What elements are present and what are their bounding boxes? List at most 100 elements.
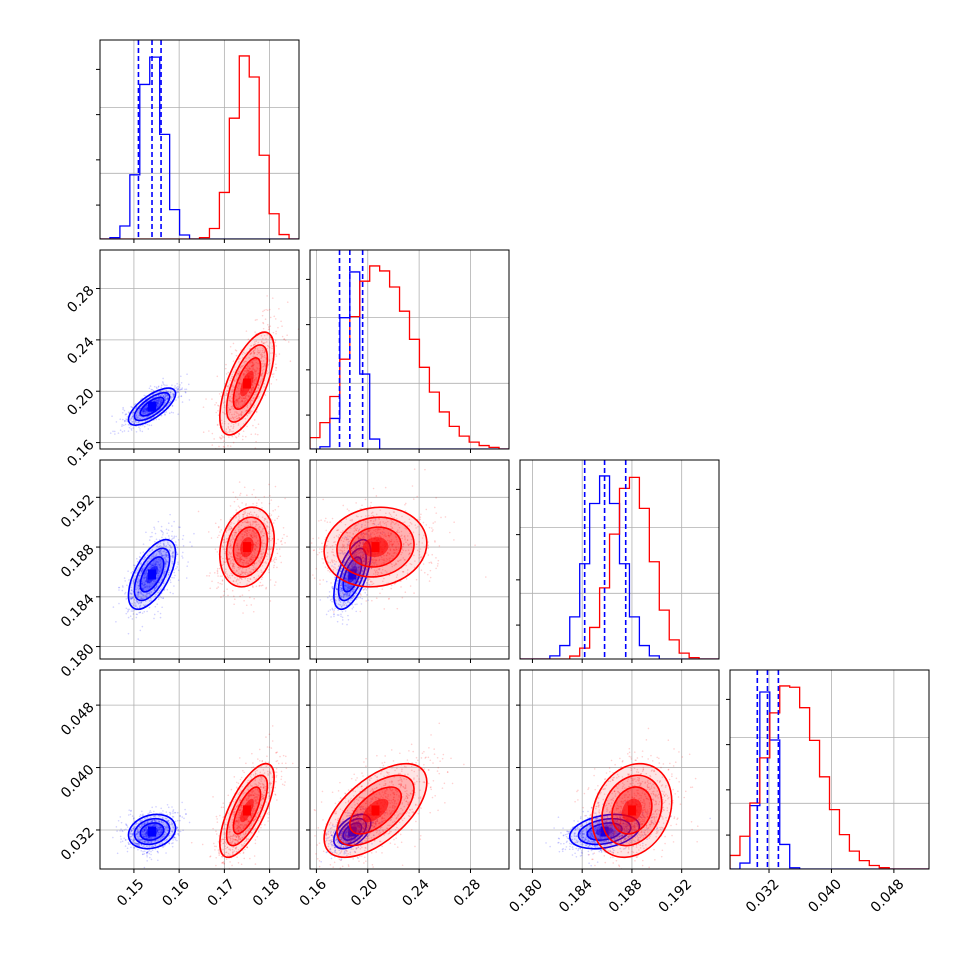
- scatter-point: [143, 410, 145, 413]
- scatter-point: [228, 558, 231, 561]
- scatter-point: [247, 338, 250, 341]
- scatter-point: [141, 569, 143, 572]
- scatter-point: [130, 425, 132, 427]
- scatter-point: [246, 369, 249, 372]
- scatter-point: [169, 549, 172, 552]
- scatter-point: [143, 407, 146, 410]
- scatter-point: [248, 367, 251, 369]
- scatter-point: [233, 522, 235, 525]
- density-peak-series-0: [148, 569, 157, 580]
- scatter-point: [286, 301, 289, 303]
- scatter-point: [230, 425, 232, 427]
- scatter-point: [148, 586, 151, 588]
- scatter-point: [246, 371, 249, 373]
- scatter-point: [260, 353, 263, 355]
- scatter-point: [211, 398, 213, 400]
- scatter-point: [229, 345, 232, 348]
- panel-plot-area: [520, 460, 719, 659]
- scatter-point: [144, 410, 147, 412]
- scatter-point: [237, 385, 240, 387]
- y-tick-label-0: 0.180: [58, 641, 98, 681]
- scatter-point: [260, 535, 263, 538]
- scatter-point: [242, 536, 244, 539]
- scatter-point: [131, 597, 133, 600]
- scatter-point: [171, 576, 173, 579]
- scatter-point: [235, 398, 238, 401]
- scatter-point: [253, 566, 255, 569]
- scatter-point: [165, 398, 168, 400]
- panel-plot-area: [310, 460, 509, 659]
- scatter-point: [157, 569, 160, 571]
- scatter-point: [161, 555, 164, 558]
- scatter-point: [251, 361, 253, 364]
- scatter-point: [242, 564, 245, 566]
- scatter-point: [173, 520, 175, 523]
- scatter-point: [320, 550, 323, 553]
- scatter-point: [174, 541, 177, 543]
- scatter-point: [189, 541, 191, 543]
- scatter-point: [221, 580, 224, 582]
- scatter-point: [237, 558, 239, 560]
- scatter-point: [347, 619, 350, 621]
- scatter-point: [197, 510, 200, 513]
- scatter-point: [260, 357, 262, 360]
- scatter-point: [159, 402, 162, 405]
- scatter-point: [234, 533, 236, 536]
- scatter-point: [250, 387, 253, 389]
- scatter-point: [147, 428, 150, 430]
- scatter-point: [219, 437, 222, 439]
- scatter-point: [146, 586, 149, 589]
- scatter-point: [211, 580, 213, 583]
- scatter-point: [228, 524, 231, 527]
- scatter-point: [140, 597, 143, 600]
- scatter-point: [133, 420, 135, 423]
- scatter-point: [253, 554, 256, 557]
- scatter-point: [245, 409, 247, 412]
- scatter-point: [257, 386, 259, 389]
- scatter-point: [234, 517, 237, 519]
- scatter-point: [216, 423, 219, 426]
- scatter-point: [238, 517, 241, 519]
- scatter-point: [142, 408, 144, 411]
- scatter-point: [289, 360, 292, 363]
- scatter-point: [164, 414, 166, 416]
- scatter-point: [237, 520, 239, 523]
- scatter-point: [158, 550, 160, 553]
- scatter-point: [268, 546, 271, 548]
- scatter-point: [232, 536, 234, 539]
- scatter-point: [275, 369, 277, 372]
- scatter-point: [155, 545, 158, 548]
- scatter-point: [153, 555, 155, 557]
- scatter-point: [165, 559, 167, 561]
- scatter-point: [243, 559, 246, 562]
- scatter-point: [150, 591, 153, 593]
- scatter-point: [163, 544, 165, 547]
- scatter-point: [177, 538, 180, 541]
- scatter-point: [165, 389, 167, 391]
- scatter-point: [249, 558, 251, 560]
- scatter-point: [362, 589, 365, 591]
- scatter-point: [134, 421, 136, 424]
- scatter-point: [222, 445, 225, 448]
- scatter-point: [232, 388, 234, 391]
- scatter-point: [247, 412, 250, 414]
- scatter-point: [245, 561, 248, 564]
- scatter-point: [158, 564, 161, 567]
- scatter-point: [228, 431, 231, 433]
- scatter-point: [234, 553, 236, 555]
- scatter-point: [143, 574, 146, 577]
- y-tick-label-3: 0.28: [64, 283, 97, 316]
- scatter-point: [242, 351, 245, 354]
- scatter-point: [246, 368, 248, 370]
- scatter-point: [129, 597, 132, 600]
- scatter-point: [144, 586, 146, 588]
- scatter-point: [154, 532, 157, 535]
- scatter-point: [257, 368, 259, 370]
- scatter-point: [155, 585, 158, 587]
- scatter-point: [132, 579, 134, 582]
- scatter-point: [274, 339, 277, 342]
- scatter-point: [149, 563, 152, 566]
- scatter-point: [262, 321, 264, 324]
- scatter-point: [234, 395, 237, 398]
- scatter-point: [235, 553, 238, 556]
